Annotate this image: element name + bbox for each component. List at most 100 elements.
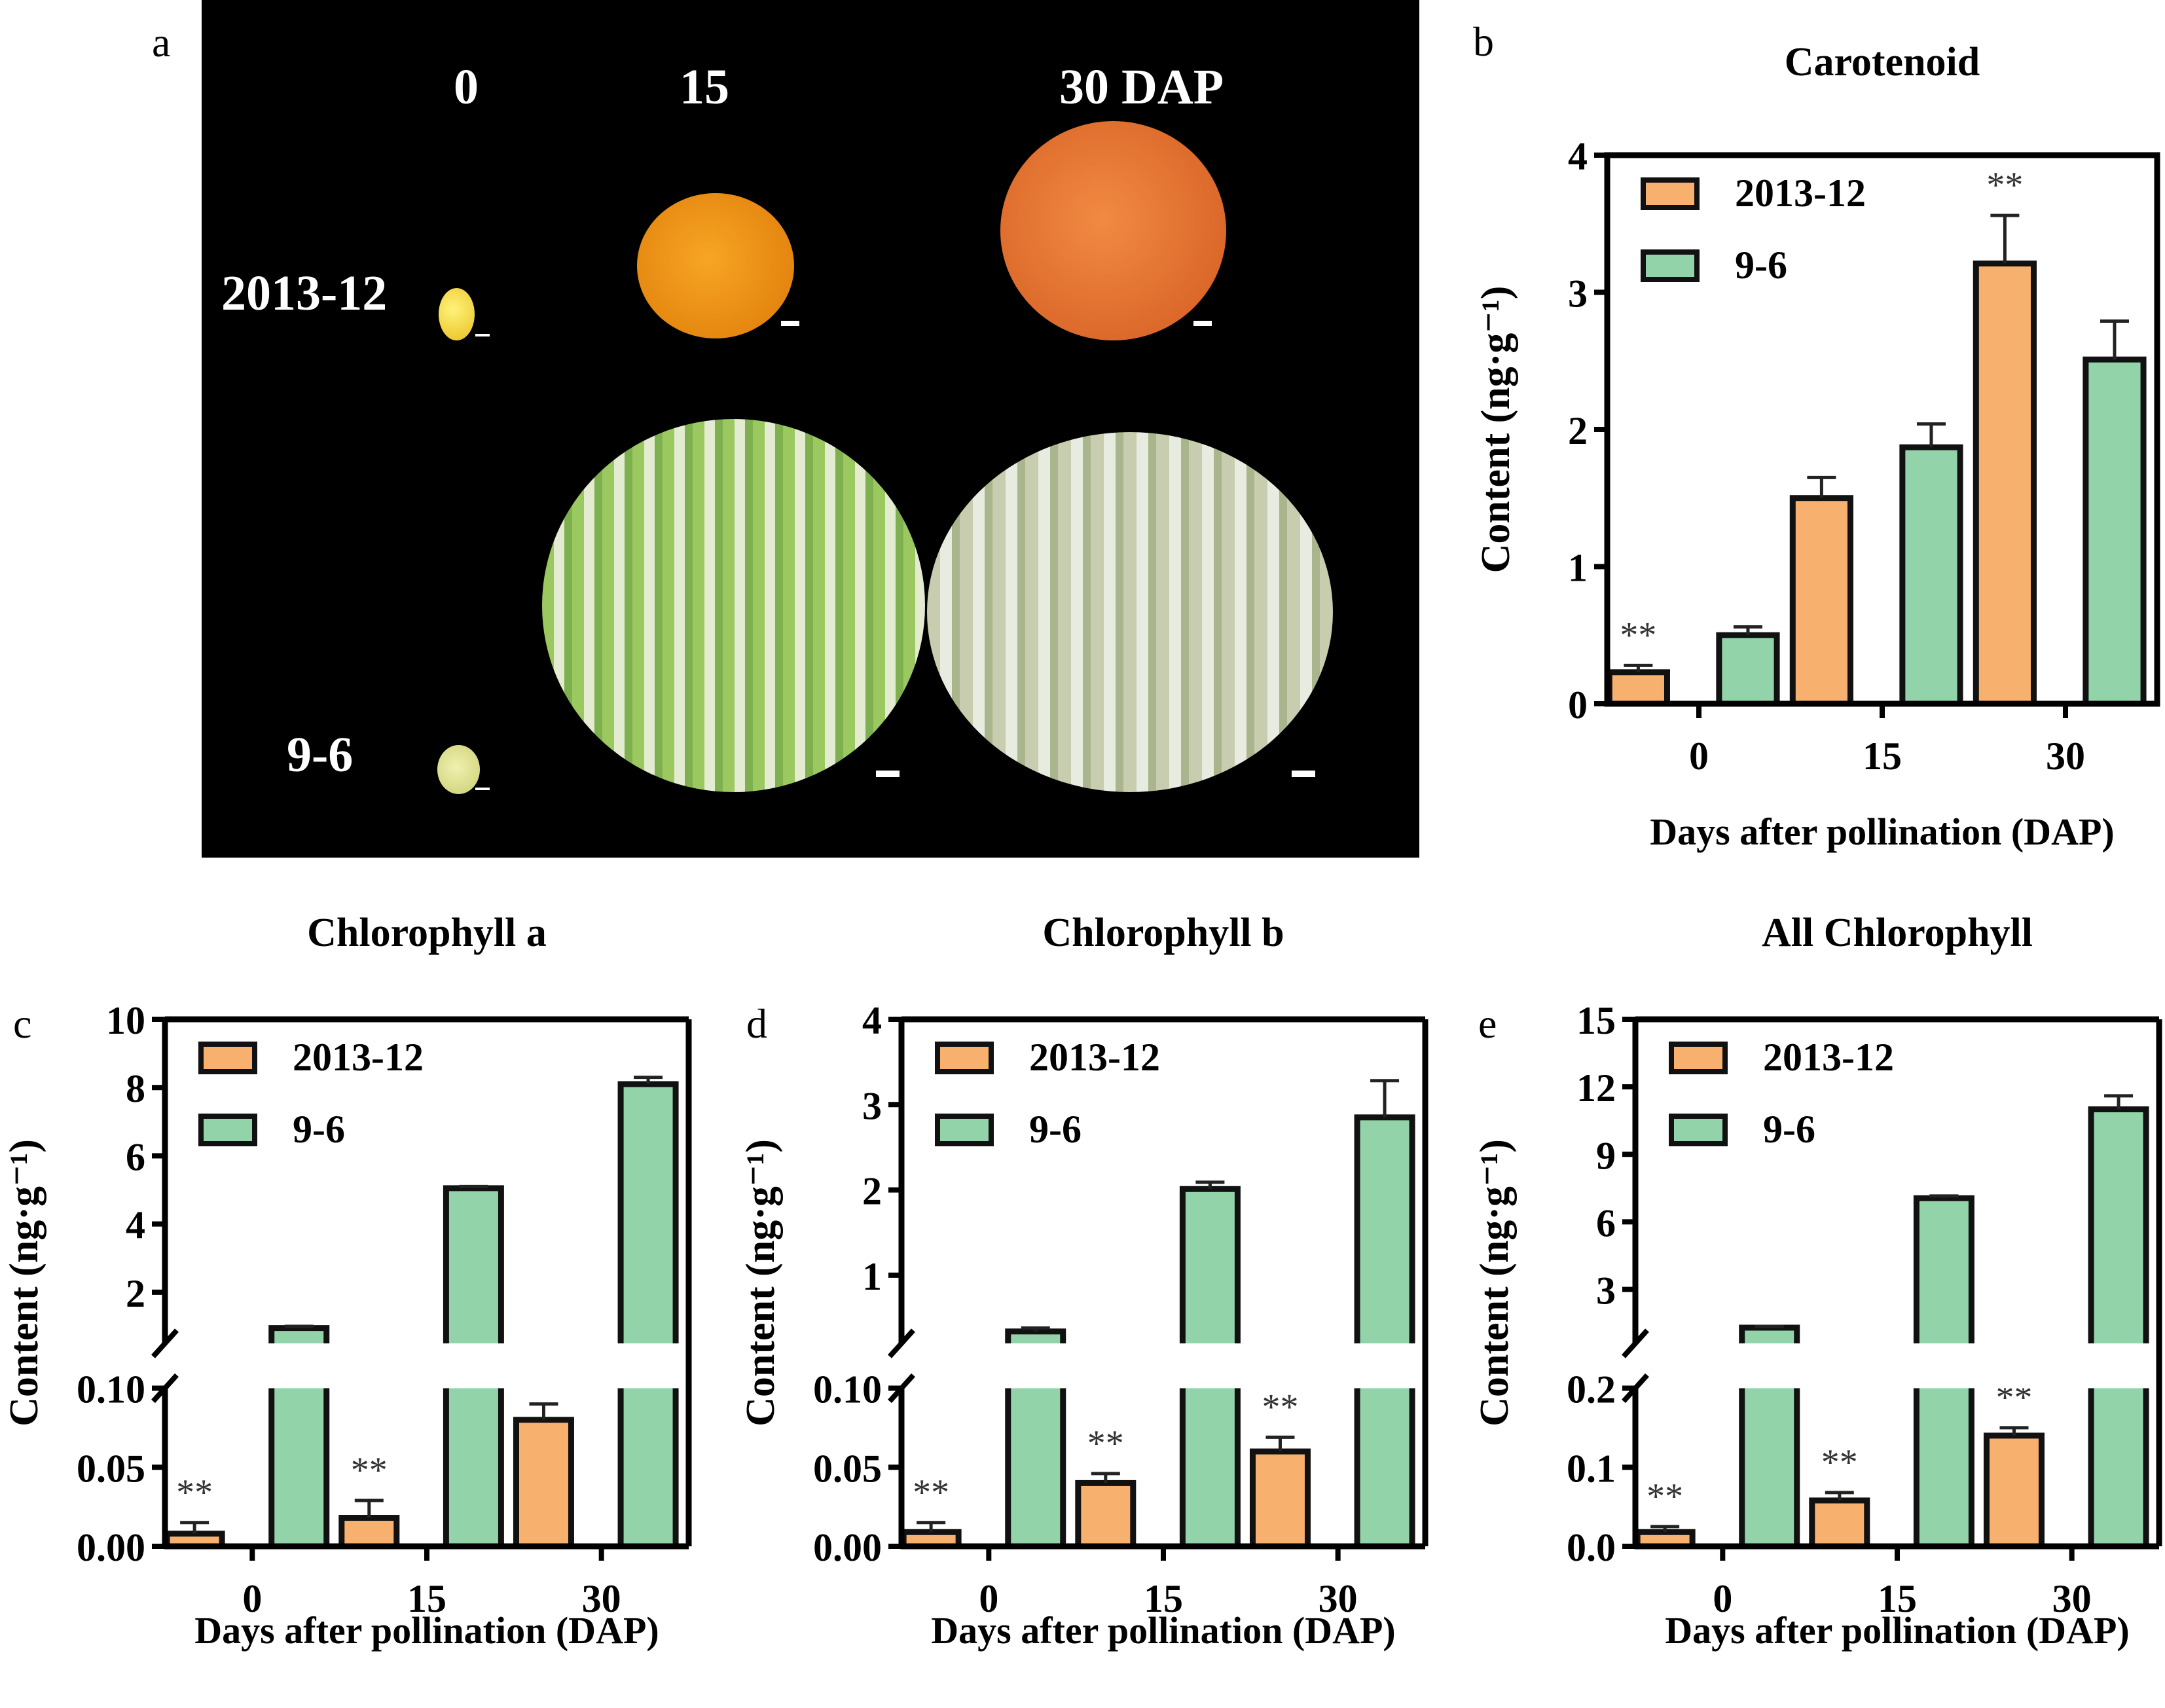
bar-9-6-15 <box>1899 444 1963 707</box>
legend-label: 9-6 <box>1763 1108 1815 1151</box>
scale-bar <box>1193 321 1212 326</box>
x-tick-label: 0 <box>979 1577 998 1620</box>
y-tick-label: 4 <box>126 1204 145 1247</box>
y-tick-label: 9 <box>1596 1134 1616 1177</box>
x-tick-label: 15 <box>1863 735 1902 778</box>
bar-9-6-0 <box>1716 632 1780 707</box>
fruit-2013-12-15dap <box>637 193 794 338</box>
significance-marker: ** <box>1087 1423 1124 1464</box>
significance-marker: ** <box>1646 1476 1683 1517</box>
bar-2013-12-30 <box>1249 1448 1311 1550</box>
legend-label: 2013-12 <box>1735 172 1866 215</box>
chart-b: b Carotenoid ** 0 15 ** 30 0 1 2 3 4 Days after poll… <box>1473 18 2160 853</box>
x-tick-label: 0 <box>242 1577 262 1620</box>
scale-bar <box>475 788 490 790</box>
y-tick-label: 2 <box>126 1272 145 1315</box>
axis-break-gap <box>905 1343 1425 1389</box>
y-tick-label: 0.00 <box>77 1526 145 1569</box>
bar-9-6-30 <box>2083 356 2147 707</box>
legend-label: 9-6 <box>1029 1108 1082 1151</box>
y-tick-label: 8 <box>126 1067 145 1110</box>
bar-9-6-30 <box>617 1081 679 1550</box>
x-tick-label: 0 <box>1713 1577 1732 1620</box>
photo-row-label-9-6: 9-6 <box>287 727 354 782</box>
x-axis-label: Days after pollination (DAP) <box>1665 1609 2129 1652</box>
legend-swatch-9-6 <box>1669 1114 1728 1146</box>
legend-swatch-2013-12 <box>935 1042 994 1074</box>
photo-col-label-30: 30 DAP <box>1059 60 1224 115</box>
fruit-9-6-0dap <box>437 745 480 794</box>
y-tick-label: 4 <box>862 999 882 1042</box>
photo-col-label-15: 15 <box>680 60 729 115</box>
legend-swatch-9-6 <box>935 1114 994 1146</box>
y-tick-label: 1 <box>862 1255 882 1298</box>
fruit-photo-panel: 0 15 30 DAP 2013-12 9-6 <box>202 0 1419 858</box>
y-tick-label: 1 <box>1568 547 1588 590</box>
legend-label: 2013-12 <box>1029 1036 1160 1079</box>
y-tick-label: 10 <box>106 999 145 1042</box>
y-tick-label: 6 <box>126 1135 145 1178</box>
y-tick-label: 3 <box>862 1084 882 1127</box>
significance-marker: ** <box>1620 615 1656 655</box>
x-axis-label: Days after pollination (DAP) <box>194 1609 659 1652</box>
fruit-2013-12-0dap <box>439 288 475 340</box>
significance-marker: ** <box>1986 165 2023 206</box>
legend-swatch-2013-12 <box>198 1042 257 1074</box>
panel-a-letter: a <box>152 19 171 65</box>
y-tick-label: 6 <box>1596 1201 1616 1245</box>
significance-marker: ** <box>176 1472 213 1513</box>
legend-swatch-2013-12 <box>1669 1042 1728 1074</box>
y-tick-label: 12 <box>1576 1066 1616 1110</box>
legend-swatch-9-6 <box>198 1114 257 1146</box>
fruit-2013-12-30dap <box>1000 121 1226 340</box>
panel-letter: e <box>1478 1000 1497 1047</box>
photo-col-label-0: 0 <box>454 60 479 115</box>
legend-label: 9-6 <box>1735 244 1787 287</box>
legend-label: 2013-12 <box>1763 1036 1894 1079</box>
bar-2013-12-15 <box>1075 1480 1137 1550</box>
y-tick-label: 0.10 <box>813 1368 882 1411</box>
panel-letter: d <box>746 1000 767 1047</box>
x-tick-label: 15 <box>407 1577 446 1620</box>
y-tick-label: 3 <box>1596 1269 1616 1313</box>
scale-bar <box>781 321 799 326</box>
y-axis-label: Content (ng·g⁻¹) <box>2 1139 46 1426</box>
y-tick-label: 3 <box>1568 272 1588 316</box>
panel-letter: c <box>13 1000 31 1047</box>
y-tick-label: 0.1 <box>1567 1447 1616 1490</box>
plot-frame <box>1604 152 2160 707</box>
bar-2013-12-15 <box>338 1515 400 1550</box>
y-tick-label: 0.05 <box>813 1447 882 1490</box>
legend-label: 2013-12 <box>293 1036 424 1079</box>
legend-swatch-9-6 <box>1641 249 1700 282</box>
y-axis-label: Content (ng·g⁻¹) <box>1474 286 1518 573</box>
chart-d: d Chlorophyll b ** 0 ** 15 ** 30 0.00 0.05 0.10 1 2 3… <box>738 911 1428 1652</box>
bar-9-6-30 <box>1354 1114 1415 1550</box>
scale-bar <box>1292 771 1315 777</box>
x-tick-label: 30 <box>2046 735 2085 778</box>
bar-2013-12-0 <box>1606 669 1670 707</box>
x-axis-label: Days after pollination (DAP) <box>931 1609 1395 1652</box>
significance-marker: ** <box>913 1472 949 1513</box>
axis-break-gap <box>168 1343 689 1389</box>
photo-row-label-2013-12: 2013-12 <box>221 266 388 321</box>
y-tick-label: 4 <box>1568 135 1588 178</box>
x-tick-label: 15 <box>1878 1577 1917 1620</box>
significance-marker: ** <box>351 1450 388 1491</box>
y-axis-label: Content (ng·g⁻¹) <box>738 1139 783 1426</box>
x-tick-label: 30 <box>2052 1577 2092 1620</box>
bar-2013-12-15 <box>1809 1497 1870 1550</box>
y-axis-label: Content (ng·g⁻¹) <box>1472 1139 1517 1426</box>
bar-2013-12-30 <box>1973 261 2037 707</box>
axis-break-gap <box>1639 1343 2159 1389</box>
x-tick-label: 30 <box>1319 1577 1358 1620</box>
y-tick-label: 0.05 <box>77 1447 145 1490</box>
bar-2013-12-30 <box>1983 1432 2045 1550</box>
y-tick-label: 0.00 <box>813 1526 882 1569</box>
y-tick-label: 15 <box>1576 999 1616 1042</box>
legend-label: 9-6 <box>293 1108 345 1151</box>
panel-letter: b <box>1473 18 1494 65</box>
